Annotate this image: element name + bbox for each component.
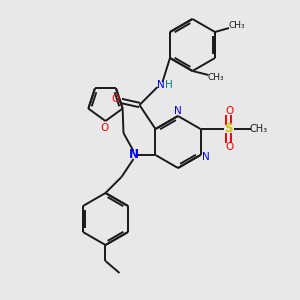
- Text: O: O: [225, 106, 234, 116]
- Text: O: O: [100, 123, 109, 133]
- Text: S: S: [224, 122, 233, 136]
- Text: CH₃: CH₃: [250, 124, 268, 134]
- Text: N: N: [157, 80, 164, 90]
- Text: N: N: [174, 106, 182, 116]
- Text: H: H: [165, 80, 172, 90]
- Text: O: O: [225, 142, 234, 152]
- Text: N: N: [128, 148, 139, 161]
- Text: CH₃: CH₃: [207, 73, 224, 82]
- Text: O: O: [111, 94, 120, 104]
- Text: N: N: [202, 152, 209, 162]
- Text: CH₃: CH₃: [229, 22, 245, 31]
